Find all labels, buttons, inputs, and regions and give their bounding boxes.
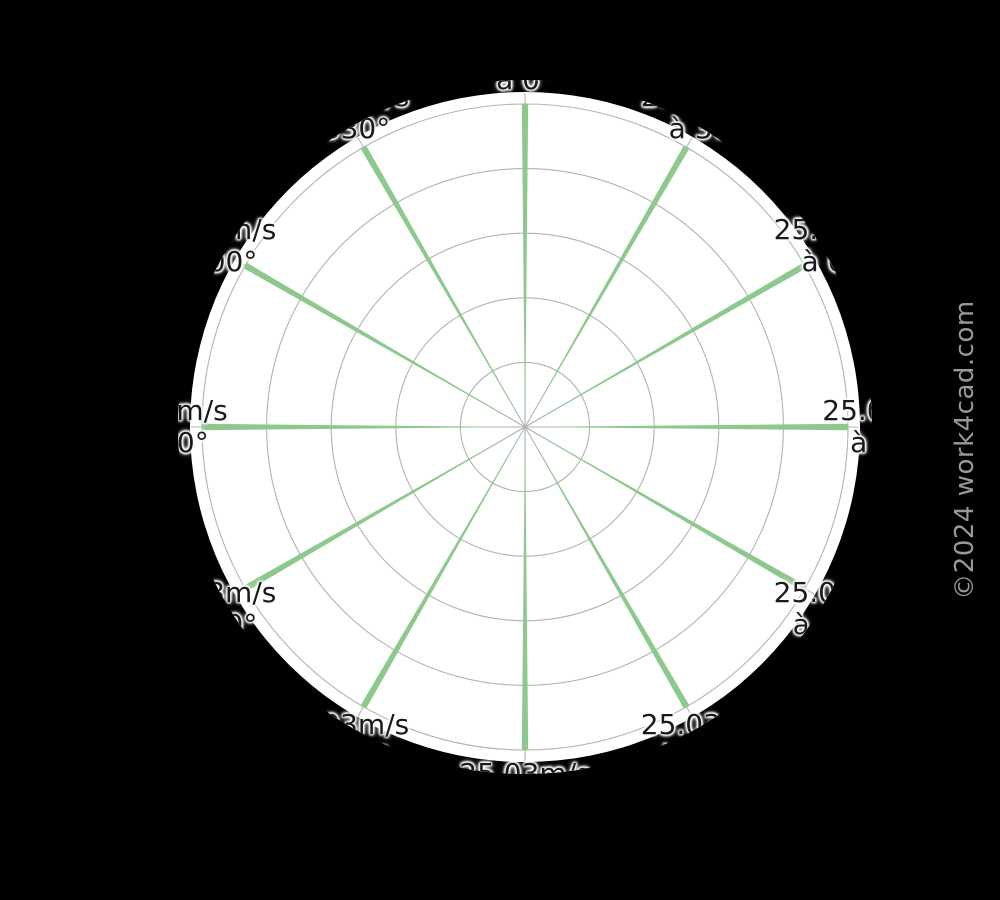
wind-spike	[360, 427, 525, 709]
wind-spike	[201, 423, 525, 431]
wind-spike	[521, 103, 529, 427]
wind-spike	[525, 262, 807, 427]
wind-spike	[243, 427, 525, 592]
wind-spike	[521, 427, 529, 751]
wind-spike	[243, 262, 525, 427]
wind-spike	[525, 145, 690, 427]
watermark: ©2024 work4cad.com	[950, 300, 980, 600]
wind-spike	[525, 427, 690, 709]
wind-spike	[525, 423, 849, 431]
wind-spike	[360, 145, 525, 427]
wind-spike	[525, 427, 807, 592]
